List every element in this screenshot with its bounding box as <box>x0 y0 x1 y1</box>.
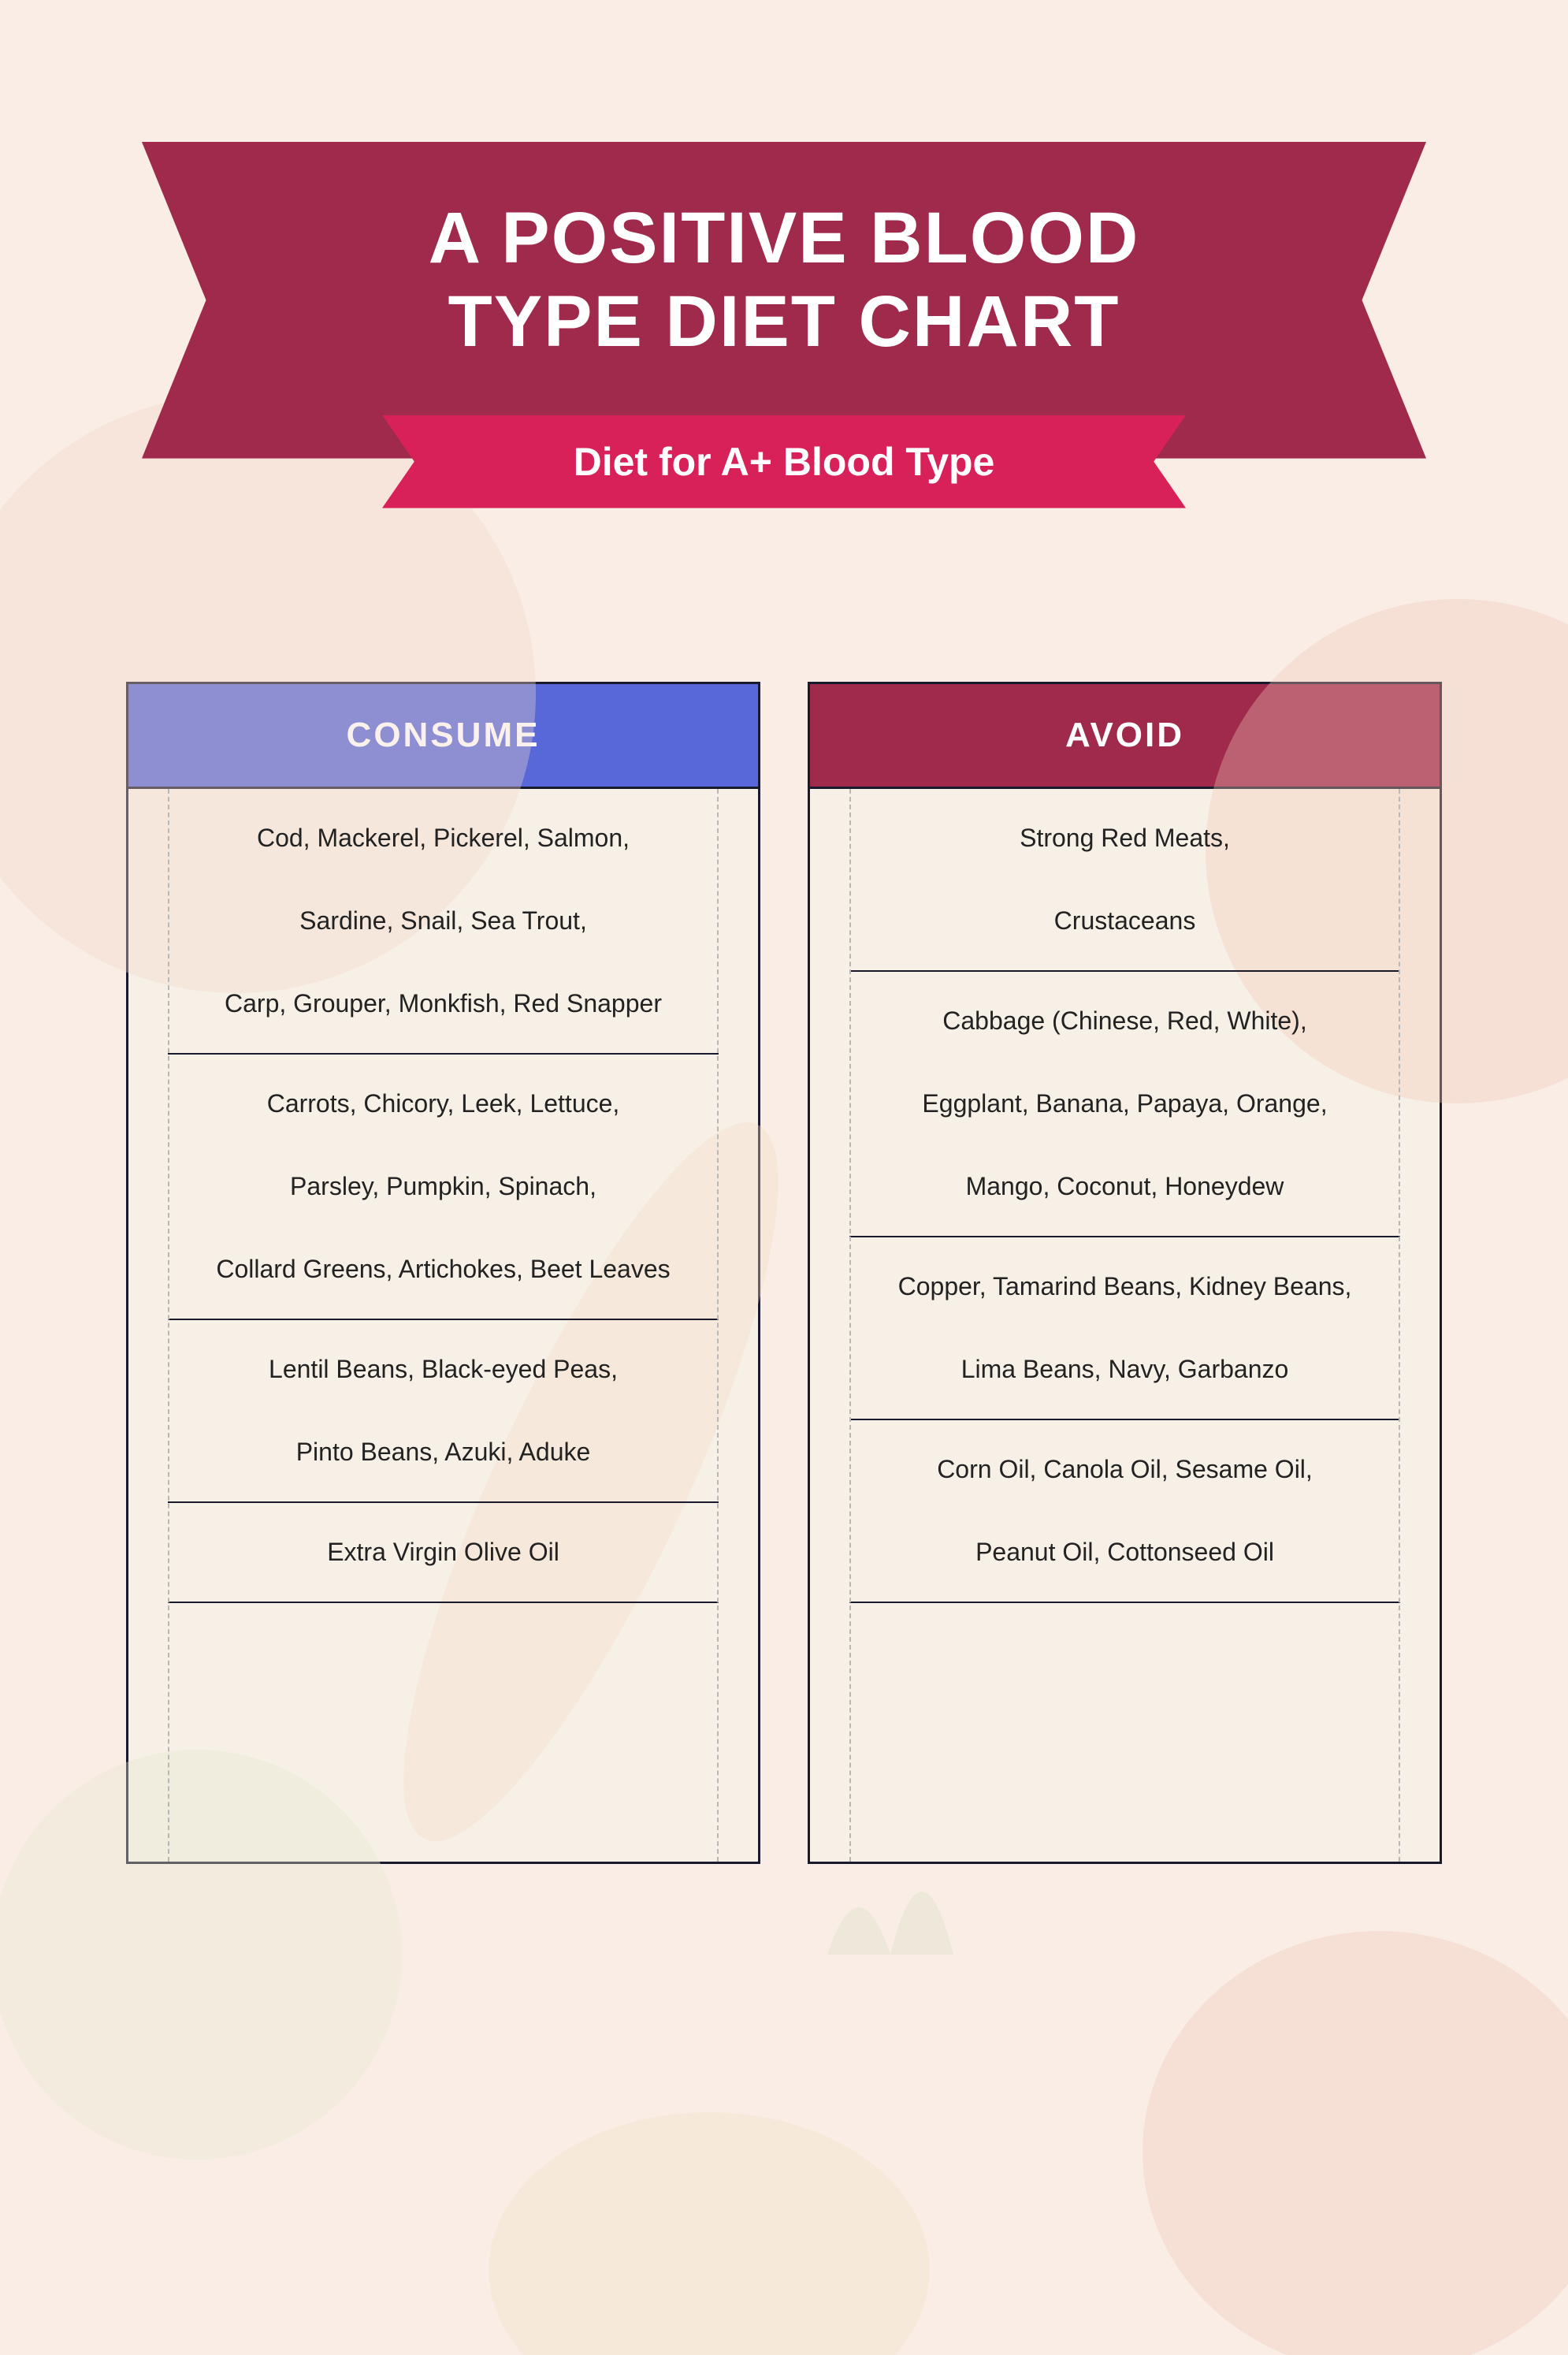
consume-header: CONSUME <box>128 684 758 789</box>
page-subtitle: Diet for A+ Blood Type <box>382 415 1186 508</box>
food-group: Corn Oil, Canola Oil, Sesame Oil,Peanut … <box>849 1420 1400 1603</box>
food-group: Copper, Tamarind Beans, Kidney Beans,Lim… <box>849 1237 1400 1420</box>
food-group: Cabbage (Chinese, Red, White),Eggplant, … <box>849 972 1400 1237</box>
food-line: Peanut Oil, Cottonseed Oil <box>849 1511 1400 1594</box>
food-line: Parsley, Pumpkin, Spinach, <box>168 1145 719 1228</box>
food-line: Collard Greens, Artichokes, Beet Leaves <box>168 1228 719 1311</box>
food-line: Cod, Mackerel, Pickerel, Salmon, <box>168 797 719 880</box>
food-group: Carrots, Chicory, Leek, Lettuce,Parsley,… <box>168 1055 719 1320</box>
title-line2: TYPE DIET CHART <box>448 281 1120 362</box>
food-line: Strong Red Meats, <box>849 797 1400 880</box>
food-line: Carrots, Chicory, Leek, Lettuce, <box>168 1062 719 1145</box>
food-line: Lentil Beans, Black-eyed Peas, <box>168 1328 719 1411</box>
food-line: Extra Virgin Olive Oil <box>168 1511 719 1594</box>
food-line: Crustaceans <box>849 880 1400 962</box>
food-group: Cod, Mackerel, Pickerel, Salmon,Sardine,… <box>168 789 719 1055</box>
subtitle-banner: Diet for A+ Blood Type <box>382 415 1186 508</box>
food-line: Mango, Coconut, Honeydew <box>849 1145 1400 1228</box>
food-line: Carp, Grouper, Monkfish, Red Snapper <box>168 962 719 1045</box>
avoid-column: AVOID Strong Red Meats,CrustaceansCabbag… <box>808 682 1442 1864</box>
consume-body: Cod, Mackerel, Pickerel, Salmon,Sardine,… <box>128 789 758 1862</box>
food-line: Corn Oil, Canola Oil, Sesame Oil, <box>849 1428 1400 1511</box>
avoid-header: AVOID <box>810 684 1440 789</box>
consume-column: CONSUME Cod, Mackerel, Pickerel, Salmon,… <box>126 682 760 1864</box>
diet-tables: CONSUME Cod, Mackerel, Pickerel, Salmon,… <box>0 682 1568 1864</box>
food-line: Pinto Beans, Azuki, Aduke <box>168 1411 719 1494</box>
page-title: A POSITIVE BLOOD TYPE DIET CHART <box>173 197 1395 364</box>
food-line: Sardine, Snail, Sea Trout, <box>168 880 719 962</box>
food-line: Cabbage (Chinese, Red, White), <box>849 980 1400 1062</box>
food-line: Copper, Tamarind Beans, Kidney Beans, <box>849 1245 1400 1328</box>
food-line: Lima Beans, Navy, Garbanzo <box>849 1328 1400 1411</box>
food-line: Eggplant, Banana, Papaya, Orange, <box>849 1062 1400 1145</box>
food-group: Strong Red Meats,Crustaceans <box>849 789 1400 972</box>
food-group: Lentil Beans, Black-eyed Peas,Pinto Bean… <box>168 1320 719 1503</box>
avoid-body: Strong Red Meats,CrustaceansCabbage (Chi… <box>810 789 1440 1862</box>
title-line1: A POSITIVE BLOOD <box>429 198 1140 278</box>
food-group: Extra Virgin Olive Oil <box>168 1503 719 1603</box>
title-banner: A POSITIVE BLOOD TYPE DIET CHART <box>142 142 1426 459</box>
